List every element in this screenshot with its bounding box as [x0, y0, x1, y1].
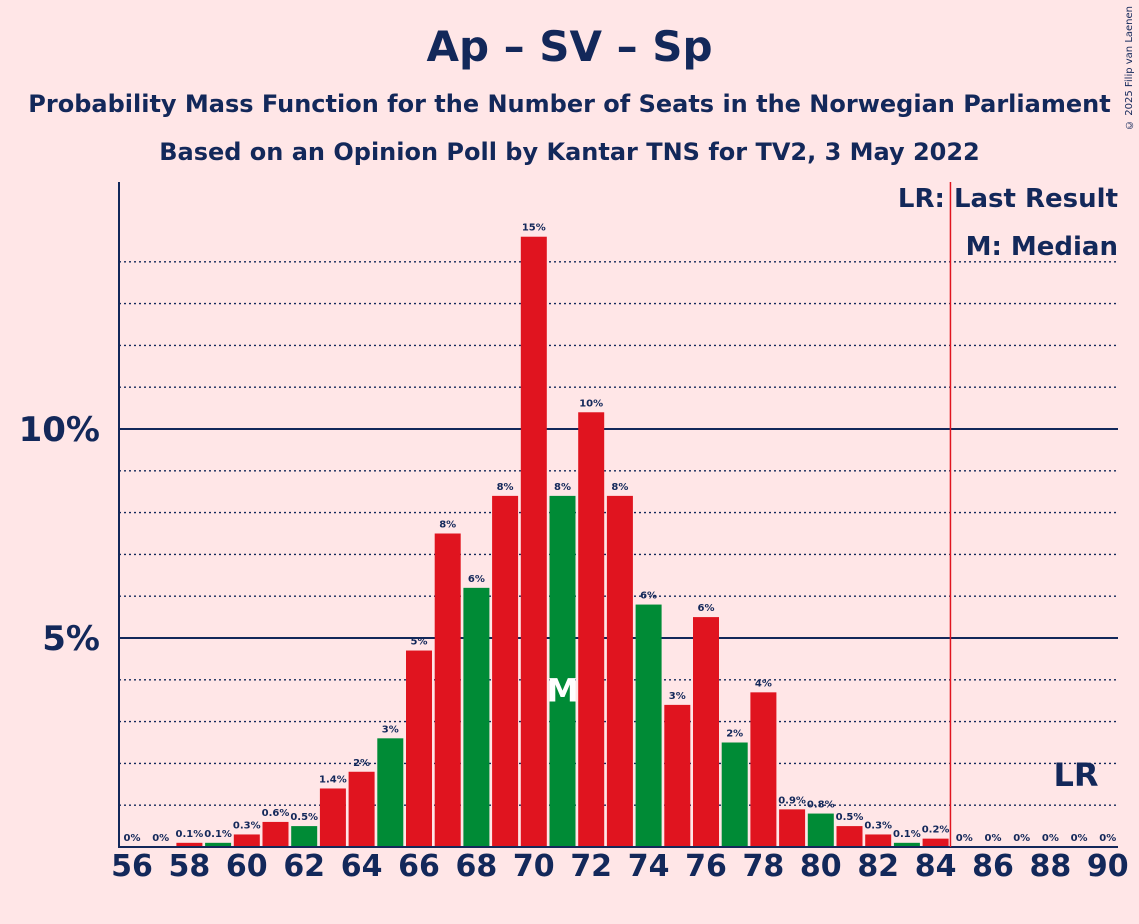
data-label-seat-62: 0.5%: [290, 812, 318, 823]
data-label-seat-68: 6%: [468, 574, 485, 585]
bar-seat-78: [750, 692, 777, 847]
data-label-seat-76: 6%: [698, 603, 715, 614]
median-marker: M: [547, 671, 579, 709]
data-label-seat-90: 0%: [1099, 833, 1116, 844]
legend-last-result: LR: Last Result: [897, 184, 1118, 214]
data-label-seat-61: 0.6%: [262, 808, 290, 819]
bars: [176, 236, 949, 848]
x-tick-70: 70: [513, 849, 555, 884]
bar-seat-80: [807, 813, 834, 847]
grid-lines: [119, 261, 1118, 806]
data-label-seat-69: 8%: [497, 482, 514, 493]
x-tick-56: 56: [111, 849, 153, 884]
data-label-seat-88: 0%: [1042, 833, 1059, 844]
bar-seat-69: [492, 495, 519, 847]
x-tick-66: 66: [398, 849, 440, 884]
bar-seat-83: [893, 842, 920, 847]
x-tick-82: 82: [857, 849, 899, 884]
data-label-seat-63: 1.4%: [319, 774, 347, 785]
y-tick-10: 10%: [19, 410, 100, 450]
x-tick-76: 76: [685, 849, 727, 884]
bar-seat-76: [693, 617, 719, 847]
data-label-seat-89: 0%: [1071, 833, 1088, 844]
data-label-seat-71: 8%: [554, 482, 571, 493]
data-label-seat-57: 0%: [152, 833, 169, 844]
bar-seat-59: [205, 842, 232, 847]
bar-seat-60: [233, 834, 260, 847]
data-label-seat-72: 10%: [579, 398, 603, 409]
bar-seat-63: [319, 788, 346, 847]
x-tick-88: 88: [1030, 849, 1072, 884]
x-tick-86: 86: [972, 849, 1014, 884]
data-label-seat-78: 4%: [755, 678, 772, 689]
bar-seat-82: [865, 834, 892, 847]
data-label-seat-73: 8%: [611, 482, 628, 493]
axes: [118, 182, 1118, 848]
data-label-seat-58: 0.1%: [176, 829, 204, 840]
data-label-seat-81: 0.5%: [836, 812, 864, 823]
x-tick-68: 68: [456, 849, 498, 884]
bar-seat-65: [377, 738, 404, 847]
data-label-seat-70: 15%: [522, 223, 546, 234]
data-label-seat-64: 2%: [353, 758, 370, 769]
data-label-seat-85: 0%: [956, 833, 973, 844]
bar-seat-61: [262, 821, 289, 847]
data-labels: 0% 0% 0.1% 0.1%0.3%0.6% 0.5%1.4%2%3%5%8%6%8%…: [124, 223, 1117, 844]
x-tick-72: 72: [570, 849, 612, 884]
bar-seat-81: [836, 826, 863, 847]
data-label-seat-83: 0.1%: [893, 829, 921, 840]
x-tick-78: 78: [743, 849, 785, 884]
data-label-seat-82: 0.3%: [864, 820, 892, 831]
y-tick-5: 5%: [42, 619, 100, 659]
bar-seat-84: [922, 838, 949, 847]
bar-seat-79: [779, 809, 806, 847]
data-label-seat-60: 0.3%: [233, 820, 261, 831]
bar-seat-77: [721, 742, 748, 847]
bar-seat-74: [635, 604, 662, 847]
x-tick-80: 80: [800, 849, 842, 884]
legend-median: M: Median: [965, 232, 1118, 262]
x-tick-64: 64: [341, 849, 383, 884]
bar-seat-72: [578, 412, 605, 847]
x-tick-60: 60: [226, 849, 268, 884]
data-label-seat-77: 2%: [726, 729, 743, 740]
data-label-seat-75: 3%: [669, 691, 686, 702]
data-label-seat-56: 0%: [124, 833, 141, 844]
bar-seat-68: [463, 587, 490, 847]
bar-seat-66: [406, 650, 432, 847]
data-label-seat-65: 3%: [382, 724, 399, 735]
chart-subtitle: Probability Mass Function for the Number…: [28, 90, 1111, 118]
bar-seat-62: [291, 826, 318, 847]
data-label-seat-84: 0.2%: [922, 825, 950, 836]
data-label-seat-80: 0.8%: [807, 800, 835, 811]
data-label-seat-67: 8%: [439, 520, 456, 531]
bar-seat-64: [348, 771, 375, 847]
markers: M LR: [547, 182, 1099, 847]
bar-seat-73: [606, 495, 633, 847]
x-tick-74: 74: [628, 849, 670, 884]
x-tick-84: 84: [915, 849, 957, 884]
chart-subtitle-poll: Based on an Opinion Poll by Kantar TNS f…: [159, 138, 980, 166]
data-label-seat-87: 0%: [1013, 833, 1030, 844]
data-label-seat-86: 0%: [985, 833, 1002, 844]
data-label-seat-59: 0.1%: [204, 829, 232, 840]
bar-seat-70: [520, 236, 547, 848]
bar-seat-71: [549, 495, 576, 847]
data-label-seat-66: 5%: [411, 637, 428, 648]
bar-seat-67: [434, 533, 461, 847]
bar-seat-58: [176, 842, 203, 847]
last-result-marker: LR: [1053, 756, 1098, 794]
x-tick-62: 62: [283, 849, 325, 884]
data-label-seat-74: 6%: [640, 591, 657, 602]
data-label-seat-79: 0.9%: [778, 795, 806, 806]
chart-title: Ap – SV – Sp: [426, 22, 713, 71]
x-tick-58: 58: [169, 849, 211, 884]
x-tick-90: 90: [1087, 849, 1129, 884]
tick-labels: 56 58 60 62 64 66 68 70 72 74 76 78 80 82 84 86 88 90 5% 10…: [19, 410, 1129, 884]
bar-seat-75: [664, 704, 691, 847]
